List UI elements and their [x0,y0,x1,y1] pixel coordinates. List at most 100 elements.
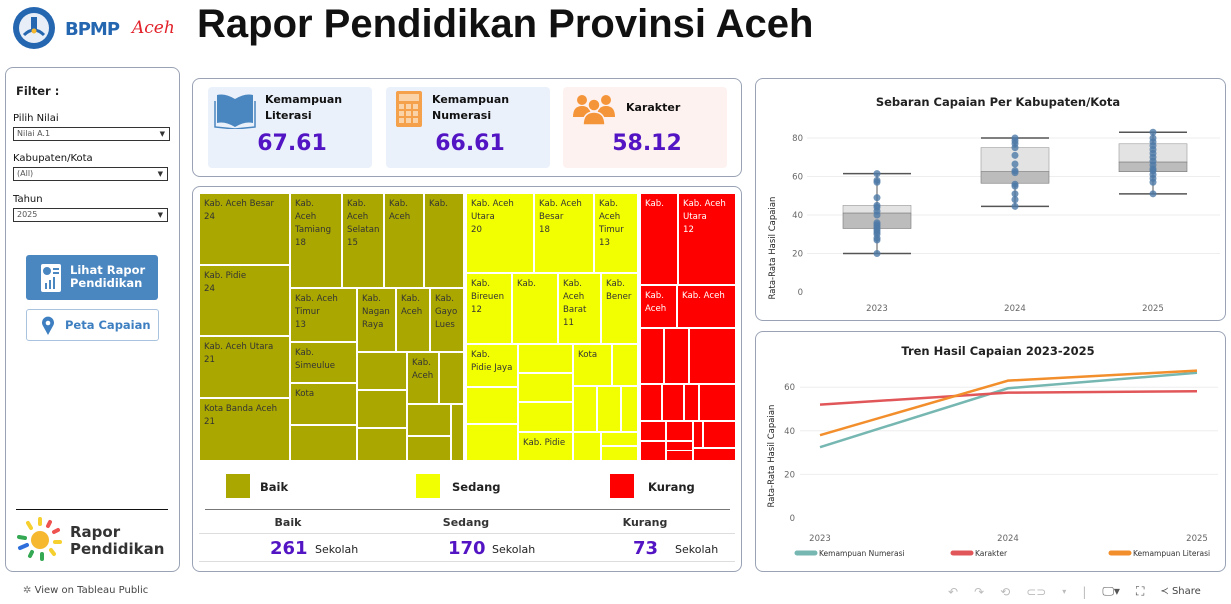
treemap-cell-kurang[interactable] [703,421,736,448]
data-point [873,201,881,209]
data-point [1149,134,1157,142]
treemap-cell-sedang[interactable]: Kab. Aceh Besar 18 [534,193,594,273]
data-point [1011,160,1019,168]
refresh-icon[interactable]: ⊂⊃ [1026,584,1047,599]
treemap-cell-name: Kota [578,350,598,360]
summary-label-baik: Baik [274,516,302,529]
revert-icon[interactable]: ⟲ [1000,584,1011,599]
treemap-cell-baik[interactable] [357,428,407,461]
kabupaten-value: (All) [17,169,34,178]
y-tick-label: 80 [792,134,803,144]
kabupaten-dropdown[interactable]: (All) ▼ [13,167,168,181]
treemap-cell-sedang[interactable]: Kab. [512,273,558,344]
treemap-cell-baik[interactable]: Kab. Gayo Lues [430,288,464,352]
lihat-rapor-button[interactable]: Lihat Rapor Pendidikan [26,255,158,300]
boxplot-panel [755,78,1226,321]
pause-dropdown-icon[interactable]: ▾ [1062,587,1067,596]
treemap-cell-count: 21 [204,417,215,427]
treemap-cell-kurang[interactable] [684,384,699,421]
treemap-cell-baik[interactable] [357,352,407,390]
pilih-nilai-dropdown[interactable]: Nilai A.1 ▼ [13,127,170,141]
treemap-cell-kurang[interactable]: Kab. Aceh [677,285,736,328]
treemap-cell-sedang[interactable]: Kab. Bireuen 12 [466,273,512,344]
treemap-cell-sedang[interactable] [612,344,638,386]
treemap-cell-sedang[interactable]: Kab. Aceh Utara 20 [466,193,534,273]
treemap-cell-sedang[interactable] [573,432,601,461]
treemap-cell-baik[interactable]: Kab. [424,193,464,288]
page-title: Rapor Pendidikan Provinsi Aceh [197,2,814,46]
treemap-cell-kurang[interactable] [689,328,736,384]
y-tick-label: 40 [792,211,803,221]
treemap-cell-sedang[interactable] [518,344,573,373]
treemap-cell-sedang[interactable]: Kab. Aceh Timur 13 [594,193,638,273]
treemap-cell-baik[interactable]: Kab. Aceh Utara 21 [199,336,290,398]
tahun-dropdown[interactable]: 2025 ▼ [13,208,168,222]
treemap-cell-baik[interactable] [407,404,451,436]
treemap-cell-count: 12 [471,305,482,315]
treemap-cell-sedang[interactable]: Kab. Pidie Jaya [466,344,518,387]
device-preview-icon[interactable]: 🖵▾ [1102,584,1120,598]
treemap-cell-sedang[interactable] [518,402,573,432]
treemap-cell-sedang[interactable] [601,446,638,461]
treemap-cell-baik[interactable]: Kab. Aceh Tamiang 18 [290,193,342,288]
trend-chart: Tren Hasil Capaian 2023-2025 Rata-Rata H… [767,344,1218,558]
treemap-cell-kurang[interactable] [693,448,736,461]
pilih-nilai-label: Pilih Nilai [13,113,59,124]
peta-capaian-button[interactable]: Peta Capaian [26,309,159,341]
treemap-cell-kurang[interactable] [699,384,736,421]
treemap-cell-baik[interactable]: Kab. Aceh [396,288,430,352]
fullscreen-icon[interactable]: ⛶ [1135,584,1145,598]
treemap-cell-kurang[interactable] [662,384,684,421]
tableau-icon: ✲ [23,585,32,596]
treemap-cell-kurang[interactable] [664,328,689,384]
treemap-cell-kurang[interactable] [640,328,664,384]
redo-icon[interactable]: ↷ [974,584,985,599]
treemap-cell-kurang[interactable] [666,421,693,441]
treemap-cell-baik[interactable] [451,404,464,461]
treemap-cell-baik[interactable]: Kab. Simeulue [290,342,357,383]
treemap-cell-kurang[interactable] [693,421,703,448]
treemap-cell-sedang[interactable]: Kab. Pidie [518,432,573,461]
view-on-tableau-link[interactable]: ✲ View on Tableau Public [23,585,148,596]
treemap-cell-sedang[interactable]: Kota [573,344,612,386]
summary-divider [199,533,735,534]
treemap-cell-baik[interactable]: Kota Banda Aceh 21 [199,398,290,461]
treemap-cell-sedang[interactable] [518,373,573,402]
treemap-cell-baik[interactable]: Kab. Aceh Selatan 15 [342,193,384,288]
treemap-cell-kurang[interactable] [666,450,693,461]
treemap-cell-kurang[interactable] [640,441,666,461]
treemap-cell-sedang[interactable]: Kab. Aceh Barat 11 [558,273,601,344]
treemap-cell-baik[interactable]: Kab. Aceh [407,352,439,404]
treemap-cell-baik[interactable]: Kab. Aceh Besar 24 [199,193,290,265]
treemap-cell-baik[interactable] [439,352,464,404]
treemap-cell-baik[interactable]: Kab. Pidie 24 [199,265,290,336]
calculator-icon [396,91,422,127]
treemap-cell-sedang[interactable] [466,424,518,461]
summary-unit: Sekolah [315,543,359,556]
treemap-cell-kurang[interactable] [640,384,662,421]
boxplot-ylabel: Rata-Rata Hasil Capaian [768,197,778,300]
treemap-cell-count: 13 [599,238,610,248]
treemap-cell-baik[interactable] [290,425,357,461]
treemap-cell-sedang[interactable] [466,387,518,424]
treemap-cell-baik[interactable] [407,436,451,461]
undo-icon[interactable]: ↶ [948,584,959,599]
treemap-cell-kurang[interactable]: Kab. Aceh [640,285,677,328]
data-point [1011,134,1019,142]
treemap-cell-sedang[interactable]: Kab. Bener [601,273,638,344]
treemap-cell-baik[interactable]: Kab. Nagan Raya [357,288,396,352]
share-button[interactable]: ≺ Share [1160,586,1200,597]
treemap-cell-sedang[interactable] [573,386,597,432]
treemap-cell-sedang[interactable] [597,386,621,432]
treemap-cell-kurang[interactable]: Kab. Aceh Utara 12 [678,193,736,285]
treemap-cell-kurang[interactable]: Kab. [640,193,678,285]
x-tick-label: 2025 [1142,304,1164,314]
treemap-cell-baik[interactable]: Kab. Aceh [384,193,424,288]
treemap-cell-sedang[interactable] [601,432,638,446]
treemap-cell-baik[interactable]: Kota [290,383,357,425]
treemap-cell-kurang[interactable] [640,421,666,441]
treemap-cell-sedang[interactable] [621,386,638,432]
treemap-cell-baik[interactable] [357,390,407,428]
treemap-cell-baik[interactable]: Kab. Aceh Timur 13 [290,288,357,342]
kpi-numerasi: Kemampuan Numerasi 66.61 [386,87,550,168]
